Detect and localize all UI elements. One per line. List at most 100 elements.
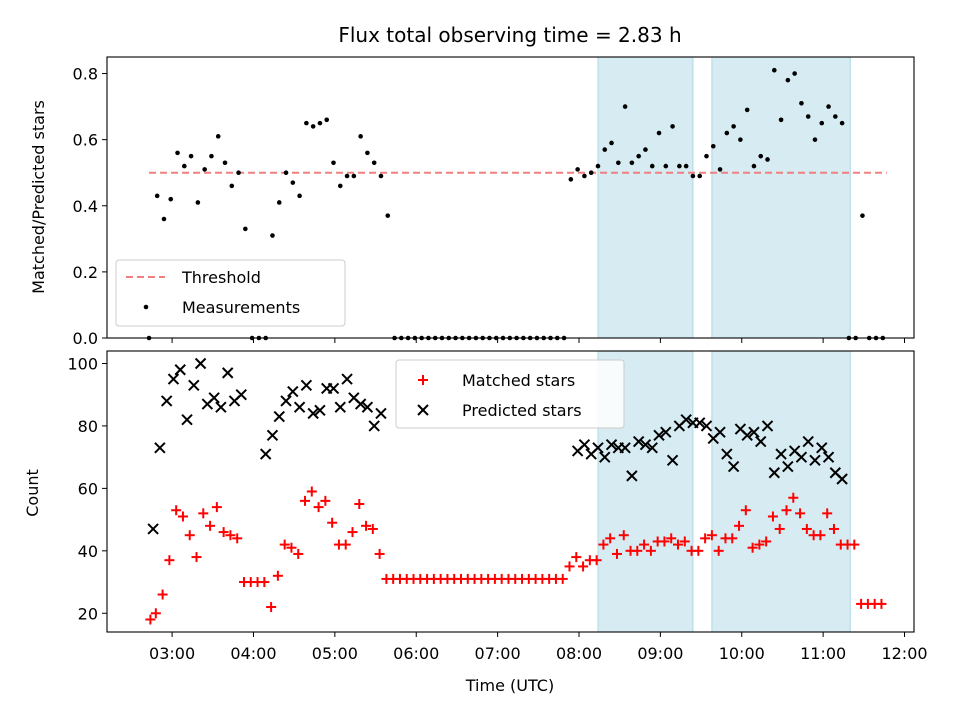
top-series-0-point-5 xyxy=(182,163,187,169)
top-series-0-point-77 xyxy=(670,124,675,129)
top-series-0-point-10 xyxy=(215,134,221,139)
bottom-series-1-point-30 xyxy=(368,420,380,432)
bottom-series-1-point-18-b xyxy=(287,385,299,398)
bottom-series-1-point-37 xyxy=(605,438,618,451)
bottom-series-1-point-4-b xyxy=(174,364,186,376)
bottom-series-0-point-11 xyxy=(218,527,229,538)
top-series-0-point-82 xyxy=(704,153,709,159)
bottom-series-0-point-20 xyxy=(279,539,290,550)
bottom-series-0-point-88 xyxy=(740,505,751,516)
bottom-ytick-label-0: 20 xyxy=(78,604,98,623)
top-series-0-point-67 xyxy=(602,147,608,152)
bottom-series-1-point-10 xyxy=(215,401,227,413)
bottom-series-0-point-73 xyxy=(639,539,650,550)
bottom-series-1-point-54-b xyxy=(721,448,733,460)
top-series-0-point-102 xyxy=(839,120,845,126)
bottom-series-0-point-23 xyxy=(300,495,311,506)
bottom-series-1-point-16-b xyxy=(273,410,285,423)
bottom-series-1-point-14 xyxy=(259,448,272,460)
bottom-ytick-label-3: 80 xyxy=(78,417,98,436)
legend-matched-label: Matched stars xyxy=(462,371,575,390)
top-series-0-point-78 xyxy=(677,163,682,169)
top-series-0-point-84 xyxy=(717,167,723,172)
top-series-0-point-28 xyxy=(337,183,343,189)
bottom-series-1-point-46 xyxy=(666,454,679,466)
top-legend: Threshold Measurements xyxy=(115,259,346,327)
bottom-series-0-point-68 xyxy=(605,533,616,544)
bottom-series-0-point-27 xyxy=(327,517,338,528)
bottom-series-0-point-90 xyxy=(754,539,765,550)
bottom-series-0-point-74 xyxy=(645,545,656,556)
bottom-series-1-point-60 xyxy=(761,420,774,432)
bottom-series-1-point-55 xyxy=(727,460,740,473)
bottom-series-1-point-7 xyxy=(194,357,207,370)
bottom-series-1-point-25-b xyxy=(334,401,346,413)
bottom-series-0-point-66 xyxy=(591,555,602,566)
bottom-series-1-point-22 xyxy=(314,404,326,417)
bottom-series-1-point-1 xyxy=(154,442,166,454)
bottom-series-1-point-11-b xyxy=(222,367,234,379)
bottom-series-0-point-84 xyxy=(713,545,724,556)
bottom-series-0-point-79 xyxy=(679,536,690,547)
bottom-y-axis-label: Count xyxy=(23,469,42,517)
bottom-series-1-point-7-b xyxy=(194,357,207,370)
bottom-series-1-point-44-b xyxy=(653,429,665,442)
top-panel: 0.0 0.2 0.4 0.6 0.8 Threshold Measurements xyxy=(73,56,915,348)
bottom-series-1-point-63-b xyxy=(782,460,794,473)
top-ytick-label-4: 0.8 xyxy=(73,65,98,84)
top-series-0-point-63 xyxy=(575,167,580,172)
bottom-series-1-point-61-b xyxy=(768,467,781,479)
bottom-series-0-point-22 xyxy=(293,548,304,559)
bottom-series-1-point-0-b xyxy=(147,523,159,535)
bottom-series-0-point-61 xyxy=(557,573,568,584)
top-series-0-point-64 xyxy=(582,173,587,179)
bottom-series-1-point-70-b xyxy=(829,467,842,479)
top-series-0-point-69 xyxy=(616,160,621,166)
bottom-series-1-point-25 xyxy=(334,401,346,413)
bottom-series-1-point-41 xyxy=(632,435,645,448)
top-series-0-point-20 xyxy=(283,170,289,176)
top-series-0-point-98 xyxy=(812,137,818,142)
top-ytick-label-1: 0.2 xyxy=(73,263,98,282)
top-series-0-point-75 xyxy=(656,130,662,136)
top-series-0-point-29 xyxy=(344,173,350,179)
bottom-series-1-point-13 xyxy=(235,389,247,401)
bottom-series-0-point-96 xyxy=(795,508,806,519)
xtick-label-1: 04:00 xyxy=(230,644,276,663)
bottom-ytick-label-2: 60 xyxy=(78,479,98,498)
bottom-series-1-point-50-b xyxy=(693,417,706,429)
xtick-label-3: 06:00 xyxy=(393,644,439,663)
top-series-0-point-100 xyxy=(826,104,831,109)
top-series-0-point-27 xyxy=(331,160,336,166)
bottom-series-1-point-21 xyxy=(307,407,319,420)
bottom-series-1-point-66-b xyxy=(802,435,814,448)
bottom-series-1-point-50 xyxy=(693,417,706,429)
xtick-label-4: 07:00 xyxy=(475,644,521,663)
bottom-series-1-point-3-b xyxy=(167,373,180,385)
bottom-series-0-point-26 xyxy=(320,495,331,506)
bottom-series-0-point-34 xyxy=(374,548,385,559)
top-series-0-point-95 xyxy=(792,71,797,76)
bottom-series-1-point-17-b xyxy=(280,395,292,407)
bottom-series-0-point-3 xyxy=(164,555,175,566)
bottom-series-0-point-33 xyxy=(367,523,378,534)
bottom-series-0-point-100 xyxy=(822,508,833,519)
top-series-0-point-97 xyxy=(805,114,811,119)
bottom-series-1-point-69 xyxy=(822,451,835,463)
bottom-series-0-point-17 xyxy=(259,577,270,588)
bottom-series-1-point-59-b xyxy=(755,435,767,448)
top-series-0-point-68 xyxy=(609,140,614,146)
top-series-0-point-81 xyxy=(697,173,703,179)
bottom-ytick-label-4: 100 xyxy=(67,354,98,373)
bottom-series-1-point-37-b xyxy=(605,438,618,451)
top-series-0-point-33 xyxy=(371,160,377,166)
bottom-series-1-point-53-b xyxy=(714,426,726,438)
top-series-0-point-6 xyxy=(188,153,194,159)
bottom-series-1-point-65 xyxy=(795,451,808,463)
top-series-0-point-21 xyxy=(290,180,296,185)
bottom-series-0-point-18 xyxy=(266,602,277,613)
bottom-series-1-point-54 xyxy=(721,448,733,460)
top-series-0-point-93 xyxy=(778,117,784,123)
top-series-0-point-22 xyxy=(297,193,302,199)
top-series-0-point-72 xyxy=(636,153,641,159)
